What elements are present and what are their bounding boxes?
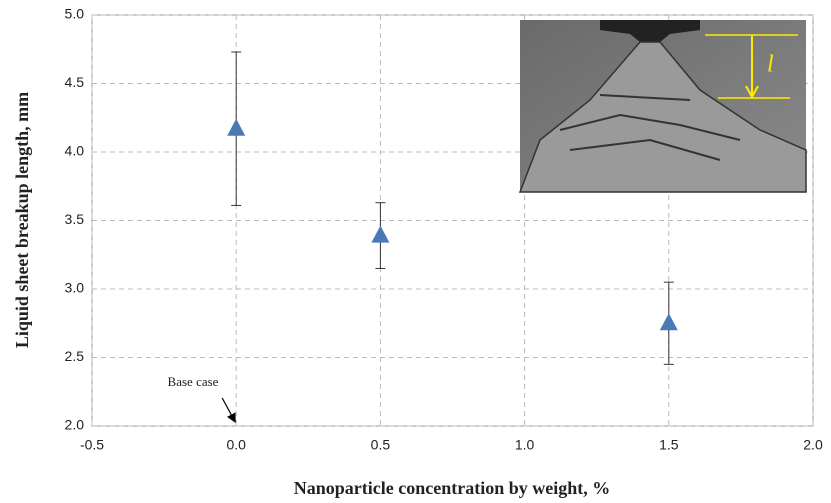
x-tick-label: 0.0 <box>226 437 246 453</box>
annotation-arrow <box>221 397 236 424</box>
y-axis-label: Liquid sheet breakup length, mm <box>12 92 32 348</box>
x-tick-label: 2.0 <box>803 437 823 453</box>
x-tick-label: 1.0 <box>515 437 535 453</box>
y-tick-label: 4.5 <box>65 74 85 90</box>
marker <box>659 313 678 331</box>
y-tick-label: 4.0 <box>65 143 85 159</box>
inset-label: l <box>767 52 774 78</box>
y-tick-label: 2.5 <box>65 348 85 364</box>
x-tick-label: 1.5 <box>659 437 679 453</box>
y-tick-label: 5.0 <box>65 6 85 22</box>
marker <box>371 225 390 243</box>
y-tick-label: 3.0 <box>65 280 85 296</box>
marker <box>227 118 246 136</box>
y-tick-label: 2.0 <box>65 417 85 433</box>
inset-photo: l <box>518 20 807 193</box>
x-tick-label: 0.5 <box>371 437 391 453</box>
annotation: Base case <box>168 374 219 389</box>
x-axis-label: Nanoparticle concentration by weight, % <box>294 478 610 498</box>
y-tick-label: 3.5 <box>65 211 85 227</box>
x-tick-label: -0.5 <box>80 437 104 453</box>
